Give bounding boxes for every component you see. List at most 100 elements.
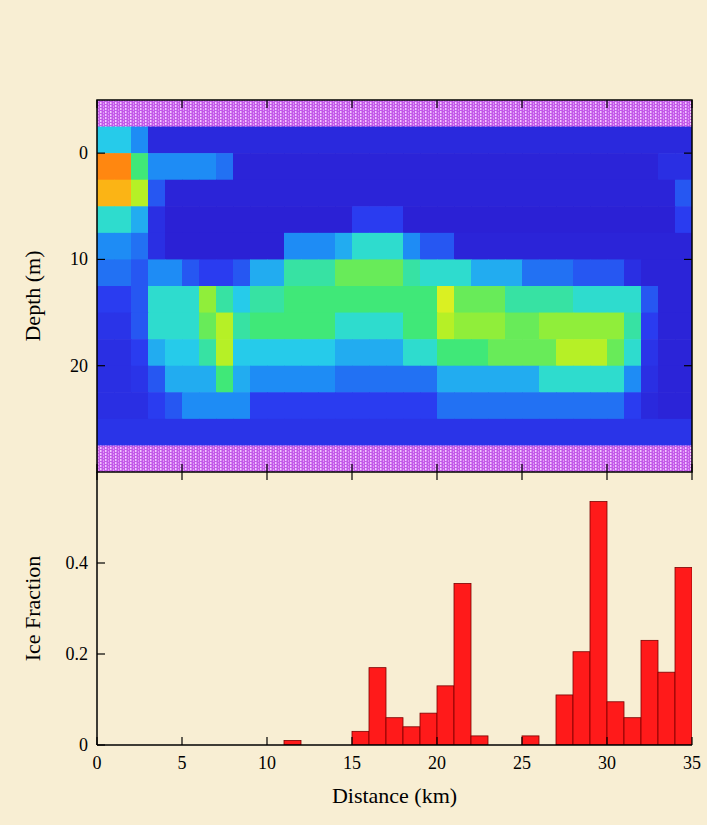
noise-cell — [233, 100, 251, 127]
heat-cell — [386, 153, 404, 180]
noise-cell — [216, 100, 234, 127]
x-tick — [96, 472, 97, 480]
bar — [607, 702, 624, 745]
heat-cell — [658, 392, 676, 419]
heat-cell — [301, 259, 319, 286]
heat-cell — [148, 153, 166, 180]
heat-cell — [573, 313, 591, 340]
heat-cell — [233, 233, 251, 260]
heat-cell — [97, 233, 115, 260]
heat-cell — [216, 127, 234, 154]
heat-cell — [97, 339, 115, 366]
heat-cell — [539, 313, 557, 340]
heat-cell — [505, 233, 523, 260]
heat-cell — [454, 233, 472, 260]
heat-cell — [641, 313, 659, 340]
heat-cell — [590, 313, 608, 340]
heat-cell — [505, 180, 523, 207]
heat-cell — [624, 392, 642, 419]
y-tick-label: 0.2 — [66, 644, 89, 664]
heat-cell — [284, 392, 302, 419]
heat-cell — [182, 180, 200, 207]
heat-cell — [284, 419, 302, 446]
heat-cell — [573, 392, 591, 419]
heat-cell — [233, 419, 251, 446]
noise-cell — [641, 445, 659, 472]
heat-cell — [573, 153, 591, 180]
heat-cell — [522, 206, 540, 233]
heat-cell — [165, 339, 183, 366]
noise-cell — [148, 100, 166, 127]
heat-cell — [437, 180, 455, 207]
heat-cell — [522, 366, 540, 393]
x-tick — [521, 100, 522, 108]
heat-cell — [233, 259, 251, 286]
noise-cell — [420, 445, 438, 472]
heat-cell — [335, 127, 353, 154]
noise-cell — [335, 100, 353, 127]
noise-cell — [454, 100, 472, 127]
heat-cell — [114, 127, 132, 154]
heat-cell — [471, 180, 489, 207]
heat-cell — [675, 286, 692, 313]
heat-cell — [335, 313, 353, 340]
heat-cell — [556, 419, 574, 446]
heat-cell — [352, 233, 370, 260]
y-tick — [97, 259, 105, 260]
heat-cell — [386, 419, 404, 446]
heat-cell — [505, 366, 523, 393]
bar — [522, 736, 539, 745]
bar — [675, 568, 692, 745]
heat-cell — [437, 313, 455, 340]
noise-cell — [165, 100, 183, 127]
noise-cell — [97, 445, 115, 472]
heat-cell — [573, 339, 591, 366]
heat-cell — [607, 366, 625, 393]
heat-cell — [335, 180, 353, 207]
heat-cell — [369, 392, 387, 419]
heat-cell — [182, 153, 200, 180]
noise-cell — [675, 445, 692, 472]
heat-cell — [522, 392, 540, 419]
heat-cell — [590, 233, 608, 260]
heat-cell — [488, 233, 506, 260]
x-tick — [436, 472, 437, 480]
heat-cell — [590, 339, 608, 366]
heat-cell — [114, 180, 132, 207]
noise-cell — [590, 445, 608, 472]
x-axis-title: Distance (km) — [332, 783, 457, 808]
heat-cell — [114, 313, 132, 340]
heat-cell — [233, 392, 251, 419]
heat-cell — [97, 366, 115, 393]
heat-cell — [165, 392, 183, 419]
y-tick-label: 0 — [79, 735, 88, 755]
heat-cell — [165, 233, 183, 260]
heat-cell — [352, 313, 370, 340]
heat-cell — [131, 206, 149, 233]
heat-cell — [437, 366, 455, 393]
noise-cell — [539, 100, 557, 127]
heat-cell — [607, 127, 625, 154]
noise-cell — [386, 445, 404, 472]
y-tick — [97, 744, 105, 745]
heat-cell — [505, 339, 523, 366]
heat-cell — [199, 366, 217, 393]
bar — [454, 583, 471, 745]
heat-cell — [471, 419, 489, 446]
heat-cell — [454, 392, 472, 419]
x-tick — [691, 737, 692, 745]
heat-cell — [420, 313, 438, 340]
noise-cell — [437, 445, 455, 472]
heat-cell — [216, 339, 234, 366]
heat-cell — [318, 153, 336, 180]
bar — [624, 718, 641, 745]
heat-cell — [641, 286, 659, 313]
heat-cell — [539, 233, 557, 260]
noise-cell — [556, 100, 574, 127]
heat-cell — [182, 339, 200, 366]
heat-cell — [454, 180, 472, 207]
noise-cell — [403, 445, 421, 472]
heat-cell — [386, 313, 404, 340]
heat-cell — [488, 392, 506, 419]
bars — [284, 502, 692, 745]
